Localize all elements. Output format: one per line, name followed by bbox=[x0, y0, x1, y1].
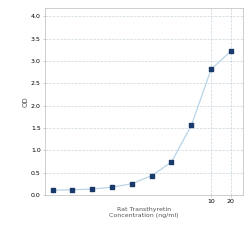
Point bbox=[110, 185, 114, 189]
Point bbox=[150, 174, 154, 178]
Point bbox=[170, 160, 173, 164]
Point bbox=[130, 182, 134, 186]
Point bbox=[90, 187, 94, 191]
Point bbox=[209, 68, 213, 71]
Point bbox=[229, 49, 233, 53]
Point bbox=[50, 188, 54, 192]
X-axis label: Rat Transthyretin
Concentration (ng/ml): Rat Transthyretin Concentration (ng/ml) bbox=[109, 207, 178, 218]
Point bbox=[70, 188, 74, 192]
Point bbox=[189, 124, 193, 128]
Y-axis label: OD: OD bbox=[22, 96, 28, 106]
